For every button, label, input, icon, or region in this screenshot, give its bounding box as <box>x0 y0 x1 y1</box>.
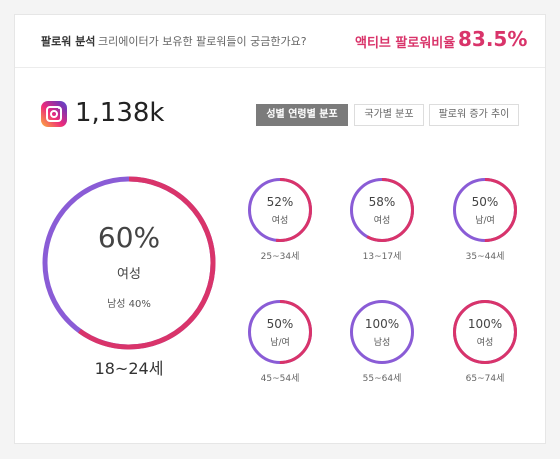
age-group-ring <box>248 300 312 364</box>
age-group-gender: 여성 <box>476 338 494 348</box>
main-gender: 여성 <box>117 267 141 282</box>
ring-female-arc <box>453 300 517 364</box>
ring-male-arc <box>350 300 414 364</box>
active-rate-label: 액티브 팔로워비율 <box>355 36 456 51</box>
follower-analysis-card: 팔로워 분석 크리에이터가 보유한 팔로워들이 궁금한가요? 액티브 팔로워비율… <box>14 14 546 444</box>
age-group-pct: 58% <box>368 195 396 209</box>
card-header: 팔로워 분석 크리에이터가 보유한 팔로워들이 궁금한가요? 액티브 팔로워비율… <box>15 15 545 68</box>
follower-count: 1,138k <box>75 98 165 128</box>
age-group-gender: 남/여 <box>475 216 495 226</box>
ring-female-arc <box>42 176 216 350</box>
age-group-pct: 100% <box>467 317 503 331</box>
age-group-pct: 52% <box>266 195 294 209</box>
age-group-gender: 남/여 <box>270 338 290 348</box>
age-group-age: 65~74세 <box>465 374 505 384</box>
ring-female-arc <box>248 300 312 364</box>
main-gender-ring <box>42 176 216 350</box>
age-group-age: 55~64세 <box>362 374 402 384</box>
active-rate-value: 83.5% <box>458 27 528 51</box>
section-subtitle: 크리에이터가 보유한 팔로워들이 궁금한가요? <box>98 35 307 48</box>
age-group-pct: 50% <box>471 195 499 209</box>
section-title: 팔로워 분석 <box>41 35 96 48</box>
main-pct: 60% <box>97 221 161 254</box>
ring-female-arc <box>350 178 414 242</box>
age-group-ring <box>453 300 517 364</box>
age-group-age: 25~34세 <box>260 252 300 262</box>
age-group-gender: 남성 <box>373 338 391 348</box>
tab-gender-age[interactable]: 성별 연령별 분포 <box>256 104 348 126</box>
age-group-age: 45~54세 <box>260 374 300 384</box>
ring-female-arc <box>453 178 517 242</box>
age-group-age: 13~17세 <box>362 252 402 262</box>
tab-country[interactable]: 국가별 분포 <box>354 104 424 126</box>
age-group-ring <box>350 300 414 364</box>
age-group-gender: 여성 <box>373 216 391 226</box>
age-group-gender: 여성 <box>271 216 289 226</box>
tab-follower-growth[interactable]: 팔로워 증가 추이 <box>429 104 519 126</box>
age-group-ring <box>453 178 517 242</box>
age-group-pct: 100% <box>364 317 400 331</box>
main-age: 18~24세 <box>94 359 164 378</box>
instagram-icon <box>41 101 67 127</box>
age-group-age: 35~44세 <box>465 252 505 262</box>
age-group-ring <box>248 178 312 242</box>
main-sub: 남성 40% <box>107 299 151 310</box>
age-group-pct: 50% <box>266 317 294 331</box>
age-group-ring <box>350 178 414 242</box>
ring-female-arc <box>248 178 312 242</box>
